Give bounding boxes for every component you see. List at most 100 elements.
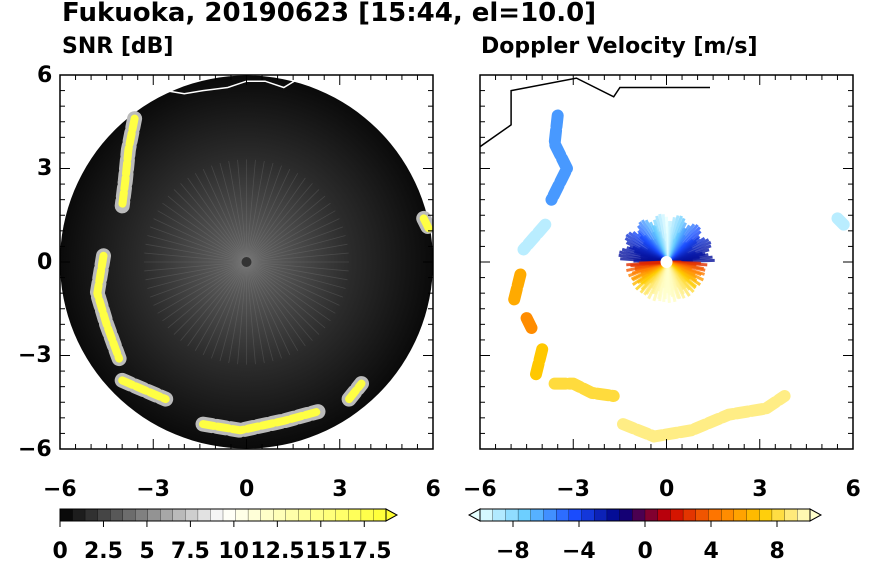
- colorbar-segment: [797, 508, 811, 522]
- colorbar-segment: [348, 508, 362, 522]
- echo-band: [118, 376, 170, 404]
- echo-band: [831, 212, 850, 231]
- colorbar-segment: [619, 508, 633, 522]
- colorbar-segment: [759, 508, 773, 522]
- figure-title: Fukuoka, 20190623 [15:44, el=10.0]: [62, 0, 597, 28]
- radar-center: [241, 257, 252, 267]
- colorbar-segment: [298, 508, 312, 522]
- colorbar-tick-label: 10: [218, 539, 249, 564]
- colorbar: [59, 508, 399, 527]
- colorbar-segment: [197, 508, 211, 522]
- colorbar-segment: [644, 508, 659, 522]
- colorbar-segment: [222, 508, 236, 522]
- colorbar-tick-label: 0: [52, 539, 68, 564]
- colorbar-segment: [682, 508, 697, 522]
- x-tick-label: 3: [752, 477, 768, 502]
- colorbar-tick-label: 7.5: [170, 539, 210, 564]
- x-tick-label: −6: [43, 477, 77, 502]
- colorbar-segment: [84, 508, 99, 522]
- colorbar-segment: [721, 508, 735, 522]
- colorbar-segment: [360, 508, 374, 522]
- y-tick-label: 6: [37, 62, 53, 88]
- y-tick-label: −3: [18, 343, 52, 368]
- colorbar-segment: [335, 508, 349, 522]
- x-tick-label: 0: [659, 477, 675, 502]
- colorbar-segment: [72, 508, 86, 522]
- echo-band: [93, 251, 124, 363]
- colorbar-segment: [746, 508, 760, 522]
- x-tick-label: 3: [332, 477, 348, 502]
- colorbar-segment: [122, 508, 136, 522]
- colorbar-segment: [97, 508, 111, 522]
- colorbar-segment: [479, 508, 494, 522]
- colorbar-segment: [185, 508, 199, 522]
- y-tick-label: −6: [18, 436, 52, 462]
- coastline: [480, 77, 710, 148]
- colorbar-segment: [505, 508, 519, 522]
- colorbar-segment: [733, 508, 747, 522]
- colorbar-tick-label: 8: [769, 539, 785, 564]
- colorbar-tick-label: 2.5: [83, 539, 123, 564]
- colorbar-extend-max: [385, 508, 399, 522]
- colorbar-segment: [530, 508, 544, 522]
- doppler-panel: [467, 74, 854, 527]
- colorbar-segment: [632, 508, 646, 522]
- colorbar-extend-min: [467, 508, 481, 522]
- echo-band: [520, 312, 539, 337]
- echo-band: [548, 377, 620, 402]
- echo-band: [508, 268, 527, 306]
- radar-center: [660, 256, 673, 268]
- colorbar-segment: [210, 508, 224, 522]
- x-tick-label: −3: [136, 477, 170, 502]
- coastline: [165, 77, 300, 95]
- colorbar-segment: [323, 508, 337, 522]
- echo-band: [345, 379, 366, 404]
- colorbar-segment: [670, 508, 684, 522]
- snr-panel-title: SNR [dB]: [62, 34, 174, 59]
- colorbar-segment: [160, 508, 174, 522]
- doppler-panel-title: Doppler Velocity [m/s]: [481, 34, 758, 59]
- colorbar-segment: [235, 508, 249, 522]
- x-tick-label: 6: [845, 477, 861, 502]
- colorbar-tick-label: 0: [637, 539, 653, 564]
- snr-panel: [59, 74, 434, 527]
- x-tick-label: 6: [425, 477, 441, 502]
- colorbar-segment: [59, 508, 73, 522]
- colorbar-segment: [135, 508, 149, 522]
- colorbar-segment: [517, 508, 532, 522]
- colorbar-segment: [708, 508, 722, 522]
- y-tick-label: 0: [37, 249, 53, 275]
- x-tick-label: 0: [239, 477, 255, 502]
- echo-band: [419, 214, 433, 235]
- colorbar-tick-label: 15: [305, 539, 336, 564]
- colorbar-tick-label: 17.5: [337, 539, 392, 564]
- colorbar-segment: [594, 508, 608, 522]
- x-tick-label: −6: [463, 477, 497, 502]
- colorbar-segment: [543, 508, 557, 522]
- colorbar-segment: [695, 508, 709, 522]
- echo-band: [617, 390, 791, 443]
- colorbar-segment: [110, 508, 124, 522]
- colorbar-segment: [172, 508, 186, 522]
- colorbar-segment: [260, 508, 274, 522]
- colorbar-tick-label: 4: [703, 539, 719, 564]
- colorbar-segment: [247, 508, 262, 522]
- echo-band: [545, 109, 573, 206]
- y-tick-label: 3: [37, 156, 53, 181]
- colorbar-segment: [556, 508, 570, 522]
- colorbar: [467, 508, 823, 527]
- colorbar-segment: [273, 508, 287, 522]
- colorbar-segment: [147, 508, 161, 522]
- x-tick-label: −3: [556, 477, 590, 502]
- colorbar-tick-label: 5: [139, 539, 155, 564]
- colorbar-segment: [581, 508, 595, 522]
- colorbar-extend-max: [809, 508, 823, 522]
- echo-band: [199, 407, 322, 435]
- colorbar-tick-label: 12.5: [250, 539, 305, 564]
- colorbar-tick-label: −8: [496, 539, 530, 564]
- colorbar-segment: [310, 508, 324, 522]
- colorbar-segment: [373, 508, 387, 522]
- colorbar-segment: [606, 508, 621, 522]
- colorbar-segment: [657, 508, 671, 522]
